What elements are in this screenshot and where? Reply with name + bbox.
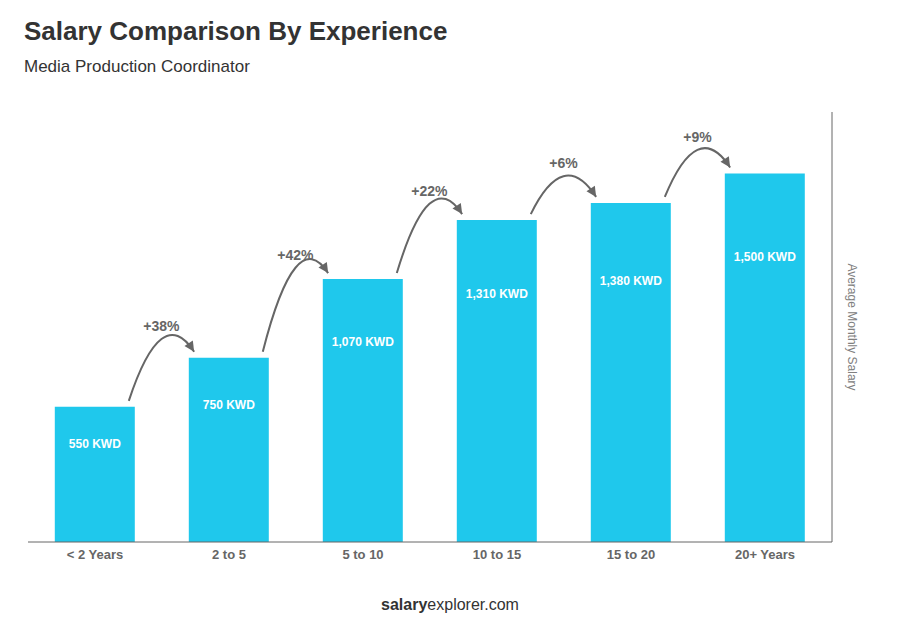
svg-text:1,070 KWD: 1,070 KWD: [332, 335, 394, 349]
svg-text:550 KWD: 550 KWD: [69, 437, 121, 451]
svg-text:+22%: +22%: [411, 183, 448, 199]
html-text:Salary Comparison By Experienc: Salary Comparison By Experience: [24, 16, 448, 46]
svg-text:20+ Years: 20+ Years: [735, 547, 795, 562]
svg-text:< 2 Years: < 2 Years: [67, 547, 124, 562]
svg-text:+42%: +42%: [277, 247, 314, 263]
svg-text:+6%: +6%: [549, 155, 578, 171]
svg-text:+38%: +38%: [143, 318, 180, 334]
svg-text:2 to 5: 2 to 5: [212, 547, 246, 562]
svg-text:10 to 15: 10 to 15: [473, 547, 521, 562]
html-text:Media Production Coordinator: Media Production Coordinator: [24, 57, 250, 76]
svg-text:1,500 KWD: 1,500 KWD: [734, 250, 796, 264]
svg-text:750 KWD: 750 KWD: [203, 398, 255, 412]
svg-text:15 to 20: 15 to 20: [607, 547, 655, 562]
svg-text:1,380 KWD: 1,380 KWD: [600, 274, 662, 288]
svg-text:1,310 KWD: 1,310 KWD: [466, 287, 528, 301]
svg-text:+9%: +9%: [683, 129, 712, 145]
svg-text:Average Monthly Salary: Average Monthly Salary: [845, 263, 859, 390]
html-text:salary explorer.com: salary explorer.com: [381, 596, 519, 613]
svg-text:5 to 10: 5 to 10: [342, 547, 383, 562]
